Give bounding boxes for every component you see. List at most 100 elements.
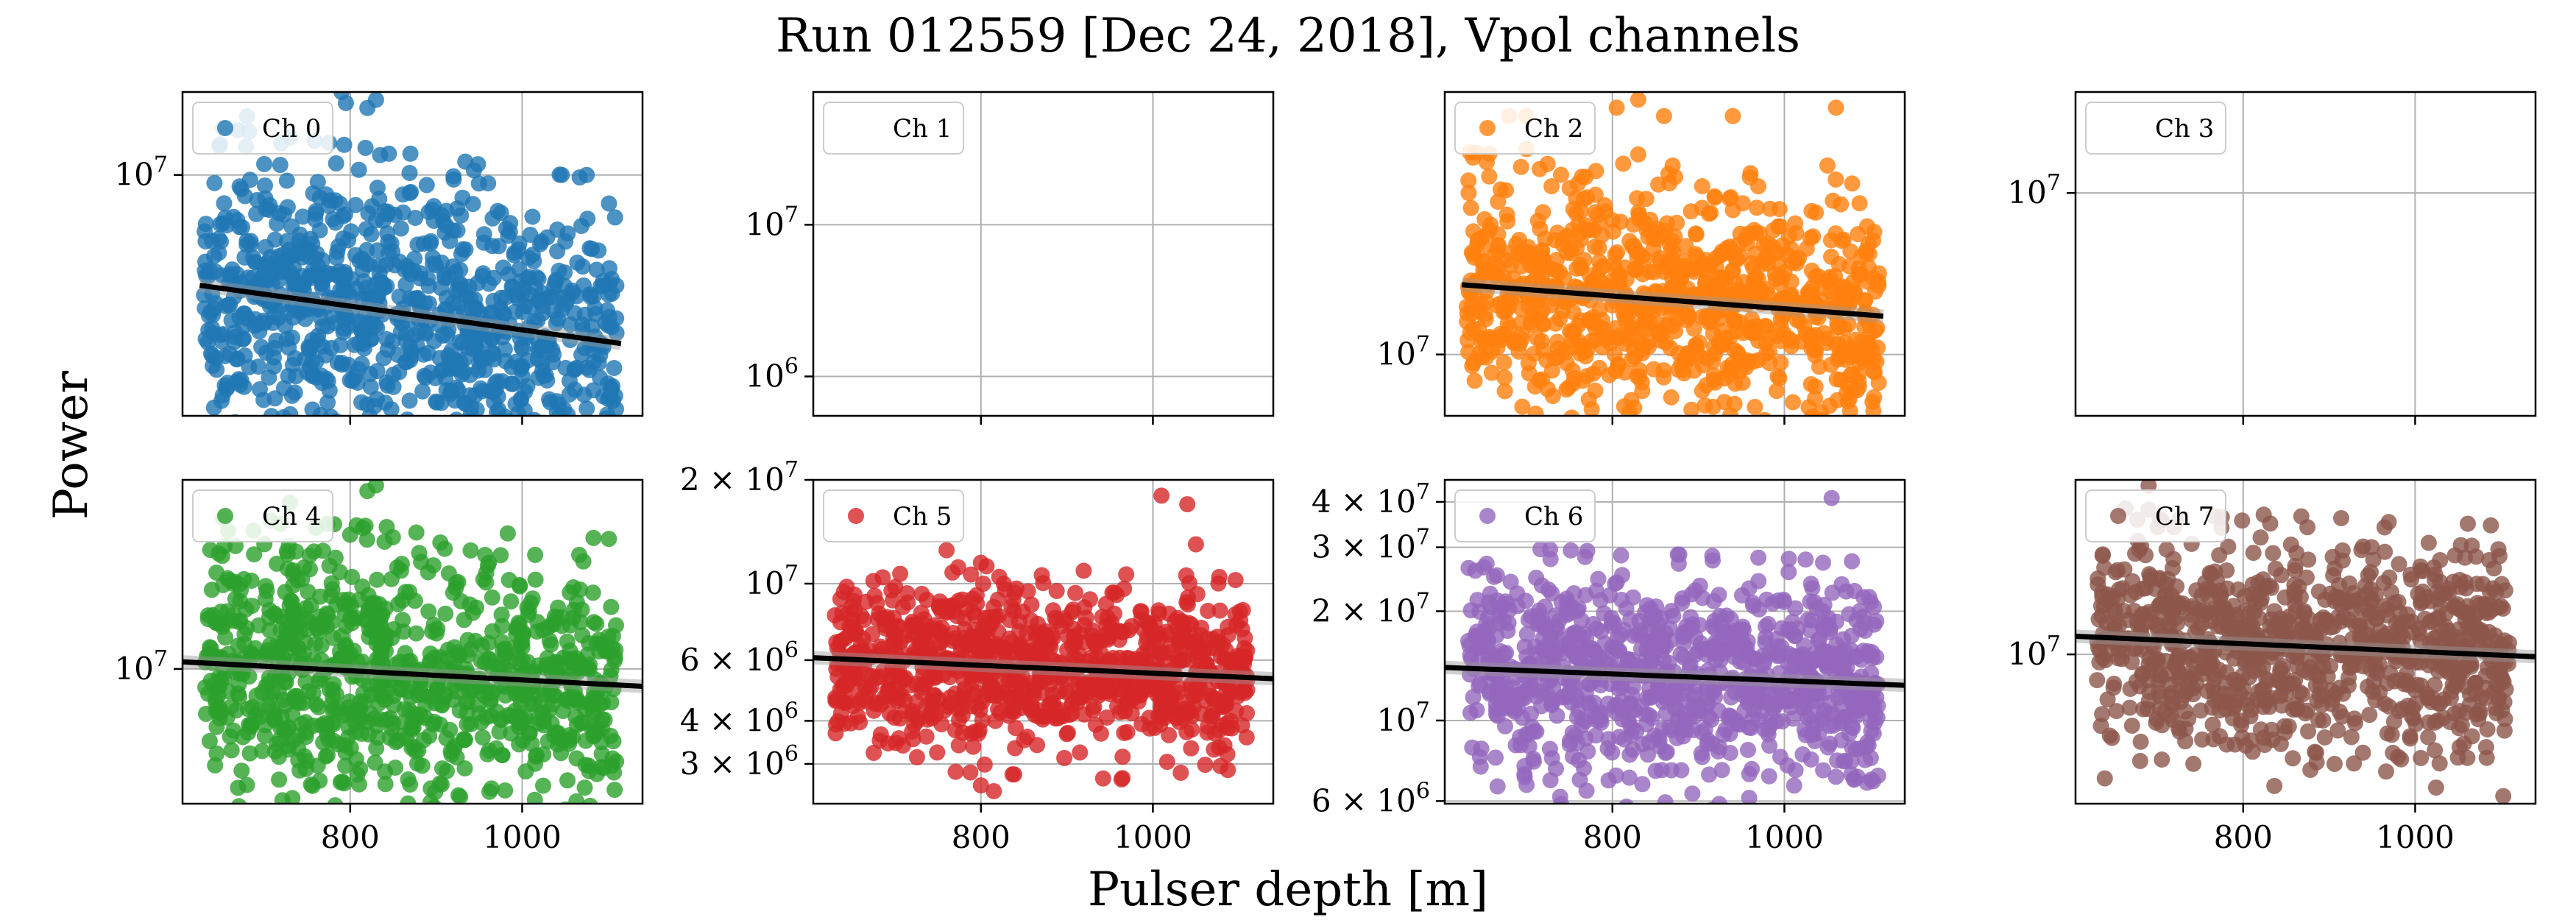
scatter-point [551,730,567,747]
scatter-point [1851,436,1867,453]
scatter-point [1220,720,1236,737]
scatter-point [608,425,624,441]
scatter-point [436,459,452,475]
scatter-point [383,401,400,416]
scatter-point [1685,286,1702,303]
scatter-point [210,679,227,696]
scatter-point [442,721,459,738]
scatter-point [1621,769,1638,786]
scatter-point [576,779,593,796]
scatter-point [426,686,443,703]
scatter-point [872,696,889,713]
scatter-point [1489,339,1506,356]
legend-label: Ch 2 [1524,114,1583,144]
scatter-point [1211,602,1228,619]
legend-label: Ch 1 [893,114,952,144]
scatter-point [263,408,280,416]
scatter-point [1192,626,1209,643]
scatter-point [556,428,572,445]
scatter-point [966,607,983,624]
scatter-point [1527,406,1544,416]
scatter-point [1565,201,1582,218]
scatter-point [1123,618,1140,634]
scatter-point [516,402,533,416]
scatter-point [245,647,262,663]
scatter-point [202,425,218,442]
scatter-point [1638,690,1655,707]
scatter-point [607,440,623,456]
scatter-point [225,606,241,623]
scatter-point [1460,559,1477,576]
scatter-point [332,282,349,299]
scatter-point [213,392,230,409]
scatter-point [425,212,442,229]
y-tick-label: 107 [745,561,799,601]
scatter-point [226,573,243,590]
scatter-point [467,632,484,649]
scatter-point [1745,353,1762,370]
scatter-point [474,729,491,746]
scatter-point [938,542,955,559]
scatter-point [1530,607,1547,624]
scatter-point [1132,603,1149,620]
scatter-point [1078,653,1095,670]
scatter-point [500,227,517,244]
scatter-point [562,316,578,333]
scatter-point [941,669,958,686]
y-tick-label: 4 × 107 [1312,479,1430,520]
scatter-point [1557,344,1574,361]
scatter-point [449,411,464,416]
scatter-point [585,529,602,546]
scatter-point [1547,607,1564,624]
scatter-point [1724,202,1741,219]
scatter-point [473,652,489,669]
scatter-point [491,660,508,677]
scatter-point [1710,796,1727,804]
scatter-point [963,566,980,583]
scatter-point [483,330,500,347]
scatter-point [1459,314,1476,330]
scatter-point [385,378,402,395]
scatter-point [534,305,551,322]
scatter-point [313,637,330,654]
scatter-point [400,683,417,700]
scatter-point [548,429,565,445]
scatter-point [310,301,327,318]
scatter-point [285,732,302,749]
scatter-point [1486,568,1502,585]
scatter-point [1462,704,1479,721]
legend-box [823,102,964,155]
scatter-point [880,682,897,698]
scatter-point [1726,342,1743,358]
scatter-point [986,783,1002,799]
x-tick-label: 800 [952,819,1011,855]
scatter-point [947,763,964,780]
scatter-point [1094,631,1111,648]
scatter-point [373,651,390,668]
scatter-point [1624,686,1641,703]
scatter-point [312,467,328,484]
scatter-point [414,383,431,400]
scatter-point [576,386,592,403]
scatter-point [578,400,595,416]
scatter-point [556,277,573,294]
scatter-point [497,782,514,799]
scatter-point [1481,168,1498,185]
scatter-point [1133,673,1150,690]
scatter-point [1780,645,1797,662]
scatter-point [290,277,307,294]
scatter-point [1581,642,1598,658]
scatter-point [1787,600,1804,617]
scatter-point [588,261,605,278]
scatter-points [1460,489,1886,804]
scatter-point [915,632,932,649]
scatter-point [491,723,508,740]
scatter-point [1487,255,1504,272]
scatter-point [1866,616,1883,633]
scatter-point [483,780,500,797]
scatter-point [385,446,401,462]
scatter-point [604,392,621,409]
scatter-point [1048,582,1065,599]
scatter-point [349,766,366,783]
